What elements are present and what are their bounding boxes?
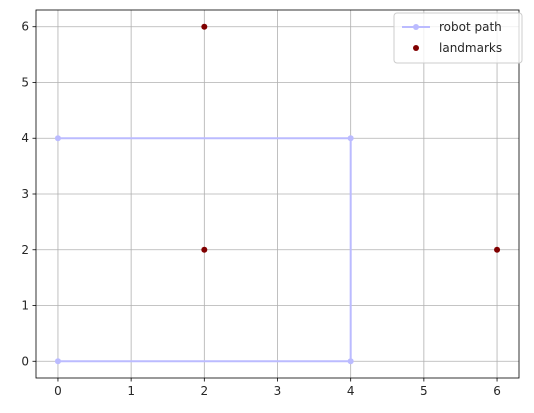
y-tick-label: 6 — [21, 20, 29, 34]
y-tick-label: 3 — [21, 187, 29, 201]
series-layer — [54, 23, 501, 365]
y-tick-label: 2 — [21, 243, 29, 257]
landmarks-point — [494, 246, 501, 253]
legend-label-robot-path: robot path — [439, 20, 502, 34]
grid — [36, 10, 519, 378]
y-tick-label: 5 — [21, 75, 29, 89]
legend-robot-path-marker — [413, 24, 419, 30]
robot-path-point — [347, 358, 354, 365]
robot-path-line — [57, 137, 352, 363]
landmarks-point — [201, 23, 208, 30]
legend-label-landmarks: landmarks — [439, 41, 502, 55]
y-tick-label: 0 — [21, 354, 29, 368]
legend-landmarks-marker — [413, 45, 419, 51]
legend-box — [393, 12, 523, 64]
y-tick-label: 4 — [21, 131, 29, 145]
legend: robot path landmarks — [393, 12, 523, 64]
x-tick-label: 3 — [274, 384, 282, 398]
x-tick-label: 1 — [127, 384, 135, 398]
x-tick-label: 5 — [420, 384, 428, 398]
x-axis: 0 1 2 3 4 5 6 — [54, 378, 501, 398]
robot-path-point — [54, 135, 61, 142]
robot-path-point — [54, 358, 61, 365]
x-tick-label: 0 — [54, 384, 62, 398]
robot-path-point — [347, 135, 354, 142]
x-tick-label: 2 — [200, 384, 208, 398]
y-tick-label: 1 — [21, 299, 29, 313]
y-axis: 0 1 2 3 4 5 6 — [21, 20, 36, 368]
landmarks-point — [201, 246, 208, 253]
x-tick-label: 4 — [347, 384, 355, 398]
x-tick-label: 6 — [493, 384, 501, 398]
